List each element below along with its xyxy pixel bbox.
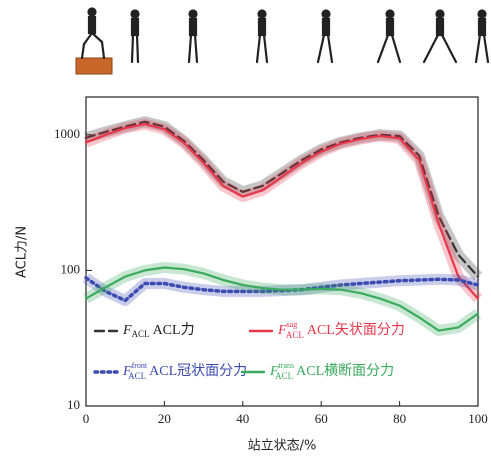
line bbox=[84, 266, 480, 332]
legend-subscript: ACL bbox=[132, 329, 150, 339]
x-tick-label: 40 bbox=[236, 411, 249, 426]
legend-superscript: sag bbox=[287, 320, 298, 329]
figures bbox=[75, 7, 490, 75]
legend-symbol: F bbox=[122, 364, 132, 379]
x-tick-label: 80 bbox=[393, 411, 406, 426]
legend-label: FACL ACL力 bbox=[122, 322, 195, 339]
y-tick-label: 1000 bbox=[54, 126, 80, 141]
legend-label: Ffront ACL ACL冠状面分力 bbox=[122, 361, 247, 381]
legend-subscript: ACL bbox=[128, 371, 146, 381]
legend-label: Ftrans ACL ACL横断面分力 bbox=[269, 361, 394, 381]
x-axis-label: 站立状态/% bbox=[248, 439, 317, 454]
band bbox=[84, 116, 483, 281]
legend-superscript: front bbox=[132, 361, 148, 370]
box bbox=[75, 57, 113, 75]
x-tick-label: 0 bbox=[83, 411, 90, 426]
x-tick-label: 100 bbox=[468, 411, 488, 426]
legend-subscript: ACL bbox=[275, 371, 293, 381]
legend-symbol: F bbox=[269, 364, 279, 379]
y-tick-label: 10 bbox=[67, 397, 80, 412]
legend-name: ACL冠状面分力 bbox=[149, 363, 247, 379]
legend-name: ACL力 bbox=[153, 322, 195, 338]
legend-label: Fsag ACL ACL矢状面分力 bbox=[277, 320, 405, 340]
plot-frame bbox=[85, 96, 479, 407]
x-tick-label: 20 bbox=[158, 411, 171, 426]
line bbox=[84, 120, 480, 278]
y-axis-label: ACL力/N bbox=[15, 226, 30, 278]
y-tick-label: 100 bbox=[61, 261, 81, 276]
x-tick-label: 60 bbox=[315, 411, 328, 426]
legend-symbol: F bbox=[122, 323, 132, 338]
legend-name: ACL横断面分力 bbox=[296, 363, 394, 379]
legend-name: ACL矢状面分力 bbox=[307, 322, 405, 338]
legend-subscript: ACL bbox=[286, 330, 304, 340]
legend-symbol: F bbox=[277, 323, 287, 338]
line bbox=[84, 123, 480, 300]
legend-superscript: trans bbox=[279, 361, 295, 370]
